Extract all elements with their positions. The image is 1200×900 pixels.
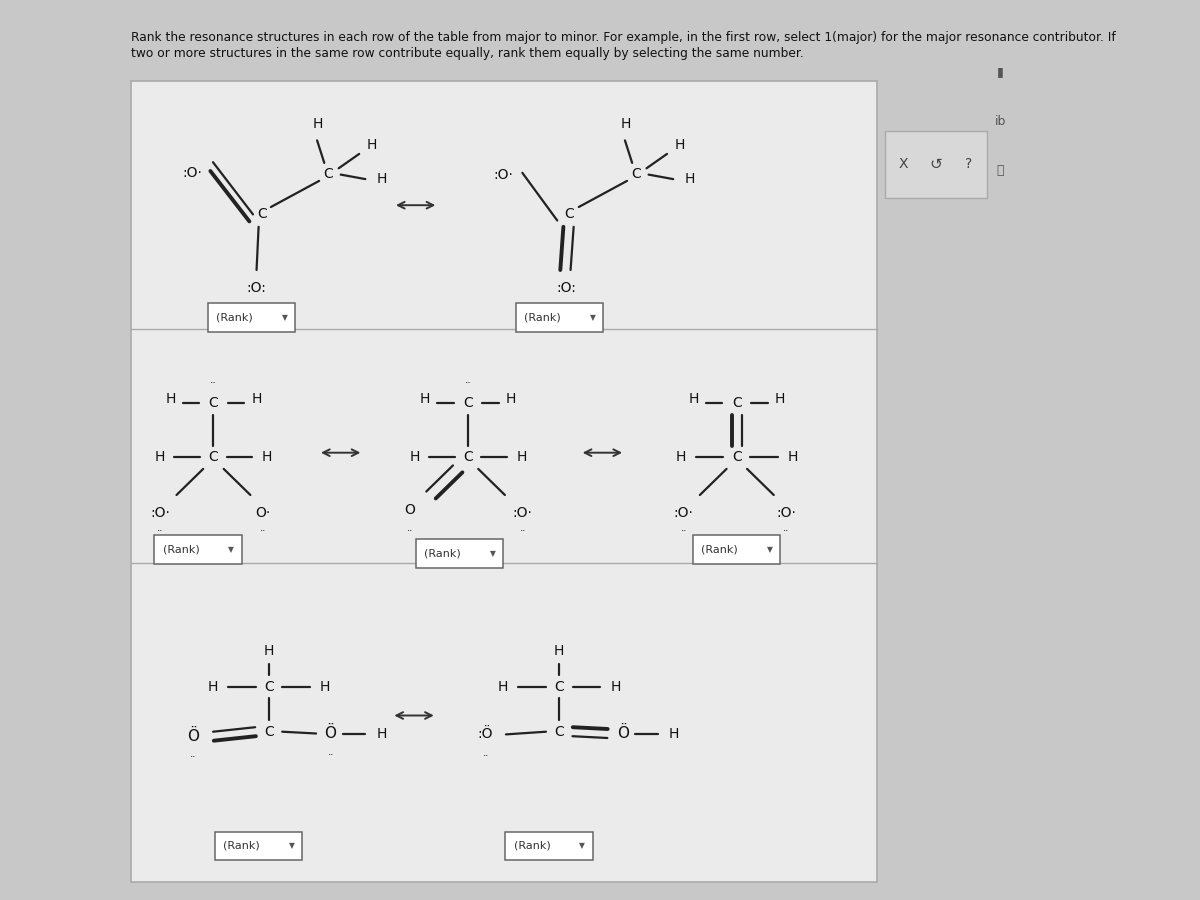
Text: C: C	[463, 450, 473, 464]
Text: (Rank): (Rank)	[425, 548, 461, 559]
Text: X: X	[899, 158, 908, 171]
Text: ¨: ¨	[260, 529, 265, 540]
Text: C: C	[554, 680, 564, 694]
Text: ··: ··	[464, 378, 472, 389]
Text: (Rank): (Rank)	[216, 312, 253, 323]
Text: C: C	[732, 450, 742, 464]
Text: ¨: ¨	[680, 529, 686, 540]
Bar	[694, 536, 780, 564]
Text: (Rank): (Rank)	[514, 841, 551, 851]
Text: C: C	[209, 396, 218, 410]
Text: C: C	[565, 207, 575, 221]
Text: C: C	[631, 166, 641, 181]
Text: H: H	[554, 644, 564, 658]
Text: C: C	[257, 207, 266, 221]
Text: ¨: ¨	[520, 529, 526, 540]
Text: H: H	[684, 172, 695, 186]
Text: ▮: ▮	[997, 66, 1004, 78]
Text: H: H	[676, 450, 685, 464]
Text: H: H	[262, 450, 272, 464]
Text: ¨: ¨	[254, 305, 259, 316]
Text: C: C	[264, 680, 274, 694]
Text: C: C	[209, 450, 218, 464]
Text: ?: ?	[965, 158, 972, 171]
Text: O: O	[404, 503, 415, 517]
Text: :O·: :O·	[150, 506, 170, 520]
Text: Ö: Ö	[617, 726, 629, 741]
Text: ▼: ▼	[767, 545, 773, 554]
Text: H: H	[320, 680, 330, 694]
Text: (Rank): (Rank)	[223, 841, 260, 851]
Text: C: C	[264, 724, 274, 739]
Text: ¨: ¨	[157, 529, 163, 540]
Text: ··: ··	[210, 378, 217, 389]
Text: ▼: ▼	[282, 313, 288, 322]
Text: (Rank): (Rank)	[163, 544, 199, 555]
Text: :O:: :O:	[557, 281, 576, 295]
Text: H: H	[420, 392, 430, 406]
Text: ▼: ▼	[490, 549, 496, 558]
Text: C: C	[732, 396, 742, 410]
Text: H: H	[377, 172, 386, 186]
Text: C: C	[324, 166, 334, 181]
Text: ▼: ▼	[580, 842, 586, 850]
Text: H: H	[689, 392, 698, 406]
Bar	[155, 536, 241, 564]
Text: H: H	[166, 392, 175, 406]
Text: H: H	[775, 392, 785, 406]
Text: Rank the resonance structures in each row of the table from major to minor. For : Rank the resonance structures in each ro…	[131, 32, 1116, 59]
Text: ▼: ▼	[228, 545, 234, 554]
Text: :Ö: :Ö	[478, 727, 493, 742]
Text: H: H	[670, 726, 679, 741]
Text: ¨: ¨	[190, 756, 196, 767]
Text: :O·: :O·	[776, 506, 796, 520]
Text: H: H	[155, 450, 166, 464]
Text: :O:: :O:	[247, 281, 266, 295]
Text: H: H	[208, 680, 217, 694]
Text: ↺: ↺	[930, 157, 942, 172]
Bar	[416, 539, 503, 568]
Text: :O·: :O·	[493, 167, 512, 182]
Text: H: H	[611, 680, 620, 694]
Text: :O·: :O·	[182, 166, 202, 180]
Text: ¨: ¨	[784, 529, 788, 540]
Text: H: H	[788, 450, 798, 464]
Text: H: H	[620, 117, 631, 131]
Text: ¨: ¨	[482, 754, 488, 765]
Text: Ö: Ö	[324, 726, 336, 741]
Bar	[516, 303, 602, 332]
Bar	[505, 832, 593, 860]
Bar	[884, 130, 988, 198]
Bar	[131, 81, 877, 882]
Text: C: C	[554, 724, 564, 739]
Text: ⬜: ⬜	[997, 165, 1004, 177]
Text: C: C	[463, 396, 473, 410]
Text: ib: ib	[995, 115, 1007, 128]
Text: H: H	[516, 450, 527, 464]
Text: ▼: ▼	[589, 313, 595, 322]
Text: ▼: ▼	[289, 842, 295, 850]
Text: Ö: Ö	[187, 729, 199, 743]
Text: H: H	[264, 644, 274, 658]
Bar	[208, 303, 295, 332]
Text: H: H	[377, 726, 386, 741]
Text: :O·: :O·	[512, 506, 533, 520]
Text: H: H	[409, 450, 420, 464]
Bar	[215, 832, 302, 860]
Text: (Rank): (Rank)	[702, 544, 738, 555]
Text: (Rank): (Rank)	[524, 312, 560, 323]
Text: H: H	[506, 392, 516, 406]
Text: H: H	[251, 392, 262, 406]
Text: H: H	[498, 680, 508, 694]
Text: ¨: ¨	[407, 529, 413, 540]
Text: ¨: ¨	[328, 753, 334, 764]
Text: H: H	[366, 138, 377, 152]
Text: H: H	[674, 138, 684, 152]
Text: O·: O·	[256, 506, 270, 520]
Text: H: H	[313, 117, 323, 131]
Text: :O·: :O·	[673, 506, 694, 520]
